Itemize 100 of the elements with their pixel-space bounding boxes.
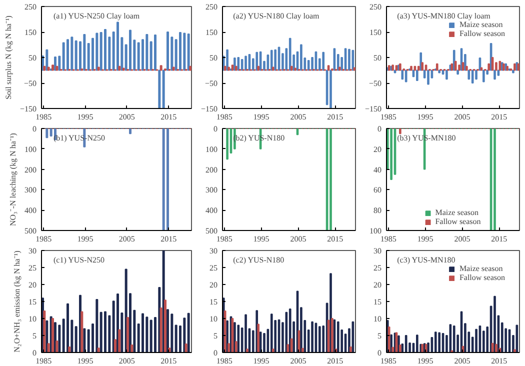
x-tick-label: 2015 <box>491 112 508 122</box>
x-tick-label: 2015 <box>160 112 177 122</box>
x-tick-label: 1995 <box>417 356 434 366</box>
y-tick-label: 200 <box>24 165 36 174</box>
y-tick-label: 20 <box>28 280 36 290</box>
x-tick-label: 1985 <box>216 234 232 244</box>
x-tick-label: 2005 <box>290 356 306 366</box>
text: (c2) YUS-N180 <box>233 256 284 265</box>
x-tick-label: 2015 <box>327 356 344 366</box>
x-tick-label: 2005 <box>290 112 306 122</box>
legend-label: Fallow season <box>459 273 505 282</box>
y-axis-title: N₂O+NH₃ emission (kg N ha⁻¹) <box>12 250 22 352</box>
y-tick-label: 300 <box>206 186 218 195</box>
x-tick-label: 2005 <box>118 234 135 244</box>
y-tick-label: 50 <box>210 54 218 62</box>
y-tick-label: 20 <box>374 280 382 290</box>
x-tick-label: 2015 <box>327 234 344 244</box>
y-tick-label: 50 <box>374 54 382 62</box>
y-tick-label: 25 <box>28 264 36 272</box>
x-tick-label: 1995 <box>253 356 270 366</box>
x-tick-label: 1985 <box>380 112 396 122</box>
y-tick-label: 250 <box>206 2 218 12</box>
y-tick-label: 10 <box>28 314 36 324</box>
y-tick-label: 20 <box>210 280 218 290</box>
y-tick-label: 0 <box>32 348 36 358</box>
x-tick-label: 1985 <box>380 356 396 366</box>
x-tick-label: 1995 <box>253 112 270 122</box>
x-tick-label: 1985 <box>36 112 52 122</box>
y-tick-label: 80 <box>374 206 382 216</box>
y-tick-label: 10 <box>374 314 382 324</box>
x-tick-label: 1985 <box>216 112 232 122</box>
legend-label: Maize season <box>435 208 479 217</box>
x-tick-label: 1995 <box>417 112 434 122</box>
y-tick-label: 100 <box>370 226 382 236</box>
x-tick-label: 2005 <box>454 234 470 244</box>
y-axis-title: NO₃⁻-N leaching (kg N ha⁻¹) <box>8 132 18 226</box>
y-tick-label: 0 <box>32 124 36 134</box>
text: (a1) YUS-N250 Clay loam <box>54 12 140 21</box>
x-tick-label: 2015 <box>327 112 344 122</box>
y-tick-label: 250 <box>370 2 382 12</box>
y-tick-label: 0 <box>378 124 382 134</box>
y-tick-label: 500 <box>24 226 36 236</box>
y-tick-label: 20 <box>374 144 382 154</box>
y-tick-label: 0 <box>214 348 218 358</box>
x-tick-label: 1985 <box>36 356 52 366</box>
y-tick-label: 5 <box>214 332 218 340</box>
y-tick-label: 200 <box>206 165 218 174</box>
y-tick-label: 50 <box>28 54 36 62</box>
y-tick-label: 150 <box>370 28 382 37</box>
y-tick-label: −50 <box>368 79 382 88</box>
y-tick-label: 400 <box>206 206 218 216</box>
y-tick-label: 100 <box>206 144 218 154</box>
y-tick-label: 0 <box>378 348 382 358</box>
text: (a3) YUS-MN180 Clay loam <box>397 12 492 21</box>
text: (a2) YUS-N180 Clay loam <box>233 12 320 21</box>
x-tick-label: 1985 <box>216 356 232 366</box>
text: (c1) YUS-N250 <box>54 256 105 265</box>
y-tick-label: 25 <box>374 264 382 272</box>
x-tick-label: 1985 <box>380 234 396 244</box>
legend-label: Fallow season <box>435 217 481 226</box>
y-tick-label: 30 <box>28 246 36 256</box>
x-tick-label: 2005 <box>118 356 135 366</box>
y-tick-label: 15 <box>374 298 382 306</box>
y-tick-label: 150 <box>24 28 36 37</box>
y-tick-label: −50 <box>204 79 218 88</box>
x-tick-label: 1995 <box>253 234 270 244</box>
y-tick-label: −50 <box>24 79 37 88</box>
y-tick-label: 300 <box>24 186 36 195</box>
x-tick-label: 2015 <box>491 234 508 244</box>
y-tick-label: 30 <box>210 246 218 256</box>
y-tick-label: 150 <box>206 28 218 37</box>
x-tick-label: 2005 <box>454 356 470 366</box>
x-tick-label: 2015 <box>160 234 177 244</box>
y-tick-label: 5 <box>32 332 36 340</box>
x-tick-label: 2015 <box>491 356 508 366</box>
x-tick-label: 1985 <box>36 234 52 244</box>
x-tick-label: 2015 <box>160 356 177 366</box>
x-tick-label: 1995 <box>77 234 94 244</box>
legend-label: Maize season <box>459 20 503 29</box>
y-tick-label: −150 <box>364 104 382 114</box>
y-axis-title: Soil surplus N (kg N ha⁻¹) <box>4 15 13 100</box>
y-tick-label: 250 <box>24 2 36 12</box>
legend-label: Fallow season <box>459 29 505 38</box>
y-tick-label: 5 <box>378 332 382 340</box>
y-tick-label: −150 <box>200 104 218 114</box>
y-tick-label: 400 <box>24 206 36 216</box>
text: (c3) YUS-MN180 <box>397 256 456 265</box>
x-tick-label: 2005 <box>118 112 135 122</box>
x-tick-label: 2005 <box>290 234 306 244</box>
x-tick-label: 1995 <box>77 356 94 366</box>
y-tick-label: 40 <box>374 165 382 174</box>
y-tick-label: 10 <box>210 314 218 324</box>
y-tick-label: 0 <box>214 124 218 134</box>
x-tick-label: 2005 <box>454 112 470 122</box>
y-tick-label: 15 <box>28 298 36 306</box>
legend-label: Maize season <box>459 264 503 273</box>
x-tick-label: 1995 <box>77 112 94 122</box>
y-tick-label: 100 <box>24 144 36 154</box>
y-tick-label: −150 <box>20 104 37 114</box>
y-tick-label: 500 <box>206 226 218 236</box>
